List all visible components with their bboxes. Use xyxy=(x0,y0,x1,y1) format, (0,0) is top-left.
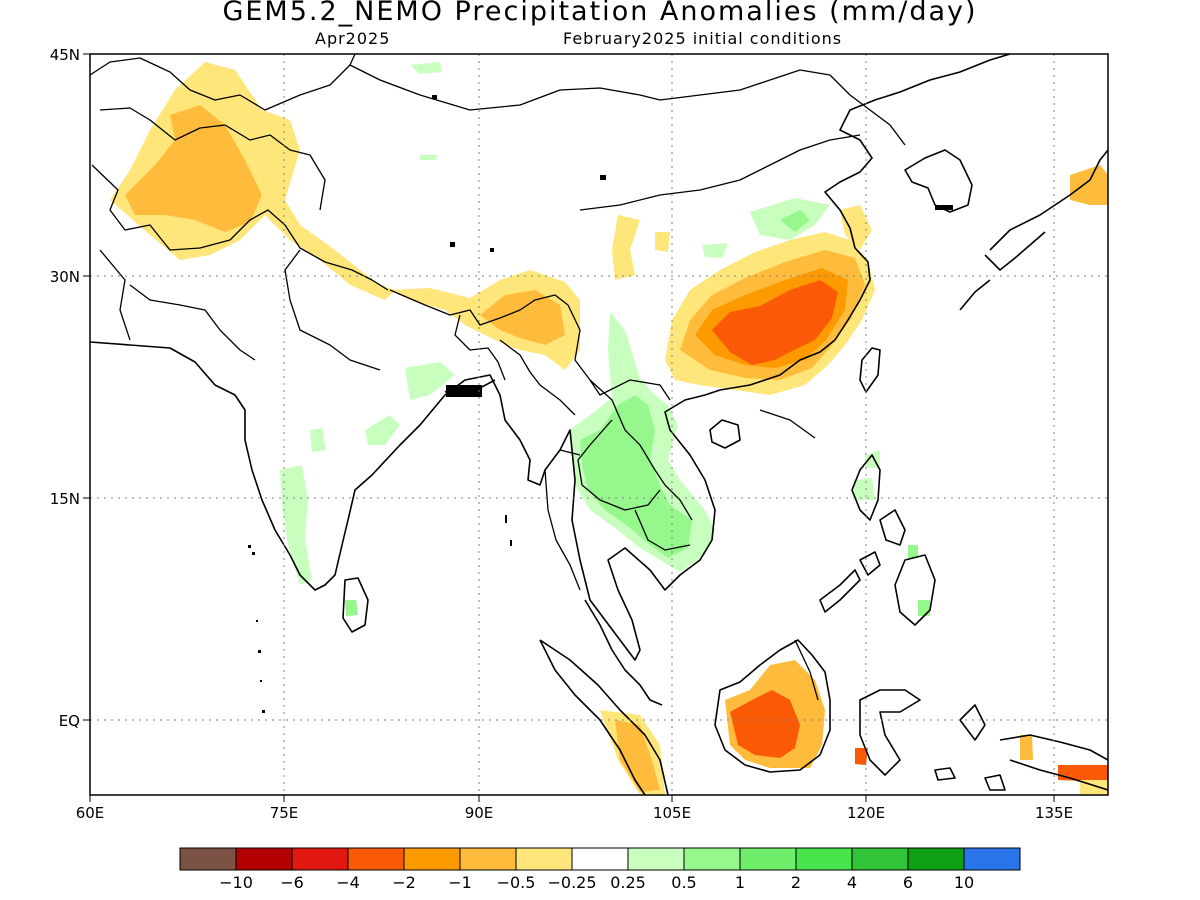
map-frame xyxy=(89,53,1109,796)
anomaly-layer xyxy=(110,62,1108,795)
anomaly-borneo-core xyxy=(730,690,800,758)
colorbar-label: −10 xyxy=(219,873,253,892)
map-title: GEM5.2_NEMO Precipitation Anomalies (mm/… xyxy=(222,0,978,27)
colorbar xyxy=(179,847,1021,871)
graticule xyxy=(90,54,1108,795)
lon-tick-label: 90E xyxy=(465,804,494,822)
colorbar-label: −1 xyxy=(448,873,472,892)
colorbar-label: 1 xyxy=(735,873,745,892)
colorbar-swatch xyxy=(627,847,685,871)
colorbar-swatch xyxy=(739,847,797,871)
colorbar-label: 0.25 xyxy=(610,873,646,892)
colorbar-label: 10 xyxy=(954,873,974,892)
colorbar-label: −6 xyxy=(280,873,304,892)
lat-tick-label: 15N xyxy=(50,490,80,508)
colorbar-swatch xyxy=(907,847,965,871)
colorbar-label: 4 xyxy=(847,873,857,892)
colorbar-label: −0.5 xyxy=(497,873,536,892)
colorbar-labels: −10 −6 −4 −2 −1 −0.5 −0.25 0.25 0.5 1 2 4 6 10 xyxy=(219,873,974,892)
colorbar-swatch xyxy=(291,847,349,871)
colorbar-swatch xyxy=(235,847,293,871)
colorbar-label: −4 xyxy=(336,873,360,892)
lon-tick-label: 135E xyxy=(1035,804,1073,822)
lon-tick-label: 120E xyxy=(847,804,885,822)
colorbar-swatch xyxy=(403,847,461,871)
colorbar-swatch xyxy=(571,847,629,871)
anomaly-south-china-peak xyxy=(712,280,838,365)
lon-tick-label: 105E xyxy=(653,804,691,822)
anomaly-afghanistan-inner xyxy=(125,105,262,232)
anomaly-indochina-wet-core xyxy=(580,395,692,558)
colorbar-label: −2 xyxy=(392,873,416,892)
colorbar-swatch xyxy=(347,847,405,871)
colorbar-swatch xyxy=(851,847,909,871)
lon-tick-label: 60E xyxy=(76,804,105,822)
lat-tick-labels: 45N 30N 15N EQ xyxy=(50,46,80,730)
colorbar-swatch xyxy=(515,847,573,871)
lat-tick-label: 45N xyxy=(50,46,80,64)
colorbar-label: 2 xyxy=(791,873,801,892)
colorbar-label: 6 xyxy=(903,873,913,892)
island-detail xyxy=(248,95,953,713)
lat-tick-label: EQ xyxy=(59,712,80,730)
lat-tick-label: 30N xyxy=(50,268,80,286)
colorbar-swatch xyxy=(795,847,853,871)
colorbar-swatch xyxy=(179,847,237,871)
tick-marks xyxy=(83,53,1055,802)
coastlines xyxy=(90,54,1108,795)
initial-conditions: February2025 initial conditions xyxy=(563,29,843,48)
colorbar-label: 0.5 xyxy=(671,873,696,892)
lon-tick-labels: 60E 75E 90E 105E 120E 135E xyxy=(76,804,1073,822)
country-borders xyxy=(90,54,906,701)
anomaly-himalaya-inner xyxy=(480,290,565,345)
colorbar-swatch xyxy=(683,847,741,871)
forecast-month: Apr2025 xyxy=(315,29,391,48)
colorbar-swatch xyxy=(963,847,1021,871)
lon-tick-label: 75E xyxy=(270,804,299,822)
colorbar-swatch xyxy=(459,847,517,871)
colorbar-label: −0.25 xyxy=(547,873,596,892)
